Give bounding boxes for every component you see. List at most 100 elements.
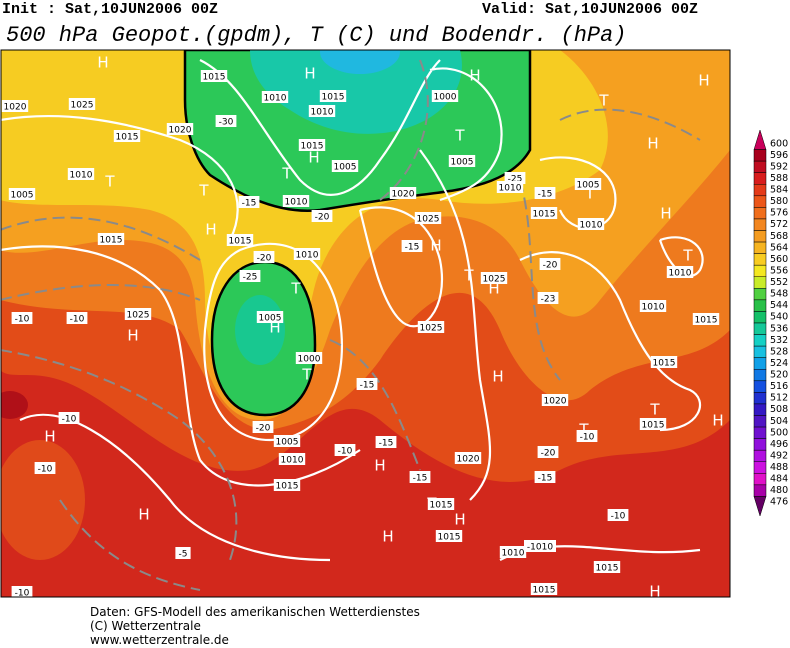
contour-label: -10 [15, 589, 30, 599]
label-box [499, 546, 527, 558]
contour-label: -20 [257, 254, 272, 264]
scale-swatch [753, 276, 767, 289]
contour-label: -10 [338, 447, 353, 457]
label-box [530, 207, 558, 219]
contour-label: 1015 [301, 142, 324, 152]
scale-label: 508 [770, 404, 788, 415]
label-box [200, 70, 228, 82]
contour-label: 1005 [451, 158, 474, 168]
contour-label: 1015 [533, 210, 556, 220]
label-box [293, 248, 321, 260]
contour-label: 1000 [298, 355, 321, 365]
label-box [215, 115, 237, 127]
scale-tip [753, 496, 767, 517]
scale-label: 596 [770, 150, 788, 161]
scale-label: 532 [770, 335, 788, 346]
label-box [226, 234, 254, 246]
high-marker: H [308, 149, 319, 167]
contour-label: -10 [611, 512, 626, 522]
scale-swatch [753, 230, 767, 243]
label-box [331, 160, 359, 172]
contour-label: 1020 [457, 455, 480, 465]
contour-label: 1020 [544, 397, 567, 407]
high-marker: H [712, 412, 723, 430]
low-marker: T [104, 173, 115, 191]
contour-label: 1015 [430, 501, 453, 511]
label-box [541, 394, 569, 406]
contour-label: 1005 [259, 314, 282, 324]
contour-label: 1015 [276, 482, 299, 492]
scale-label: 492 [770, 450, 788, 461]
contour-label: -15 [413, 474, 428, 484]
high-marker: H [492, 368, 503, 386]
scale-swatch [753, 218, 767, 231]
high-marker: H [374, 457, 385, 475]
warm-patch [1, 440, 85, 560]
hot-patch [1, 391, 28, 419]
label-box [593, 561, 621, 573]
scale-label: 484 [770, 474, 788, 485]
contour-label: 1025 [127, 311, 150, 321]
contour-label: 1010 [264, 94, 287, 104]
label-box [448, 155, 476, 167]
contour-label: 1025 [483, 275, 506, 285]
low-marker: T [198, 182, 209, 200]
label-box [97, 233, 125, 245]
scale-swatch [753, 461, 767, 474]
contour-label: -25 [508, 175, 523, 185]
footer-line: (C) Wetterzentrale [90, 619, 201, 633]
label-box [356, 378, 378, 390]
scale-label: 524 [770, 358, 788, 369]
label-box [639, 300, 667, 312]
label-box [166, 123, 194, 135]
label-box [253, 251, 275, 263]
scale-swatch [753, 334, 767, 347]
contour-label: -10 [62, 415, 77, 425]
label-box [607, 509, 629, 521]
contour-label: 1015 [438, 533, 461, 543]
contour-label: 1010 [296, 251, 319, 261]
low-marker: T [649, 401, 660, 419]
scale-label: 504 [770, 416, 788, 427]
contour-label: 1010 [669, 269, 692, 279]
high-marker: H [205, 221, 216, 239]
label-box [113, 130, 141, 142]
contour-label: -10 [70, 315, 85, 325]
low-marker: T [578, 421, 589, 439]
label-box [666, 266, 694, 278]
high-marker: H [269, 319, 280, 337]
map-title: 500 hPa Geopot.(gpdm), T (C) und Bodendr… [6, 23, 627, 48]
label-box [574, 178, 602, 190]
contour-label: 1015 [322, 93, 345, 103]
scale-label: 556 [770, 265, 788, 276]
contour-label: 1015 [642, 421, 665, 431]
label-box [435, 530, 463, 542]
contour-label: 1005 [577, 181, 600, 191]
scale-swatch [753, 380, 767, 393]
label-box [576, 430, 598, 442]
footer-line: Daten: GFS-Modell des amerikanischen Wet… [90, 605, 420, 619]
scale-label: 572 [770, 219, 788, 230]
high-marker: H [649, 583, 660, 601]
high-marker: H [647, 135, 658, 153]
contour-label: 1010 [311, 108, 334, 118]
low-marker: T [290, 280, 301, 298]
label-box [252, 421, 274, 433]
contour-label: 1010 [580, 221, 603, 231]
scale-label: 544 [770, 300, 788, 311]
contour-label: -15 [379, 439, 394, 449]
contour-label: 1020 [392, 190, 415, 200]
label-box [282, 195, 310, 207]
scale-swatch [753, 195, 767, 208]
contour-label: -23 [541, 295, 556, 305]
high-marker: H [382, 528, 393, 546]
scale-label: 576 [770, 208, 788, 219]
high-marker: H [488, 280, 499, 298]
init-time: Init : Sat,10JUN2006 00Z [2, 1, 218, 18]
label-box [409, 471, 431, 483]
low-marker: T [463, 267, 474, 285]
label-box [431, 90, 459, 102]
